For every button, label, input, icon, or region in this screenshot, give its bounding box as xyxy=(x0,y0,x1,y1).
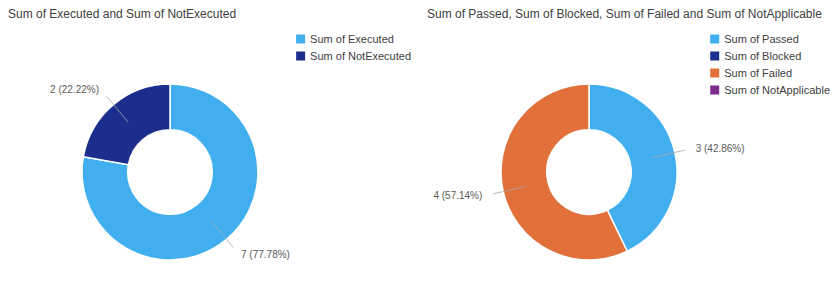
legend: Sum of Passed Sum of Blocked Sum of Failed… xyxy=(710,33,830,96)
legend-item: Sum of Failed xyxy=(710,67,792,79)
donut xyxy=(82,84,258,260)
data-label: 2 (22.22%) xyxy=(50,84,99,95)
legend-swatch xyxy=(710,52,719,61)
legend: Sum of Executed Sum of NotExecuted xyxy=(296,33,411,62)
chart-title: Sum of Executed and Sum of NotExecuted xyxy=(8,7,236,21)
data-labels: 3 (42.86%) 4 (57.14%) xyxy=(433,143,744,202)
legend-label: Sum of Failed xyxy=(724,67,792,79)
donut xyxy=(501,84,677,260)
data-label: 7 (77.78%) xyxy=(241,249,290,260)
leader-line xyxy=(107,96,128,122)
legend-swatch xyxy=(710,69,719,78)
leader-line xyxy=(493,186,526,193)
legend-item: Sum of Passed xyxy=(710,33,799,45)
legend-swatch xyxy=(710,86,719,95)
legend-swatch xyxy=(296,52,305,61)
legend-swatch xyxy=(296,35,305,44)
data-label: 3 (42.86%) xyxy=(696,143,745,154)
legend-label: Sum of Passed xyxy=(724,33,799,45)
legend-label: Sum of Executed xyxy=(310,33,394,45)
slice xyxy=(501,84,627,260)
legend-label: Sum of Blocked xyxy=(724,50,801,62)
leader-line xyxy=(652,150,685,157)
legend-item: Sum of Executed xyxy=(296,33,394,45)
legend-label: Sum of NotExecuted xyxy=(310,50,411,62)
slice xyxy=(82,84,258,260)
legend-swatch xyxy=(710,35,719,44)
legend-item: Sum of NotApplicable xyxy=(710,84,830,96)
legend-item: Sum of NotExecuted xyxy=(296,50,411,62)
data-label: 4 (57.14%) xyxy=(433,190,482,201)
panel: Sum of Executed and Sum of NotExecuted 7 … xyxy=(8,7,411,260)
slice xyxy=(83,84,170,165)
leader-line xyxy=(212,222,233,248)
chart-title: Sum of Passed, Sum of Blocked, Sum of Fa… xyxy=(427,7,822,21)
panel: Sum of Passed, Sum of Blocked, Sum of Fa… xyxy=(427,7,830,260)
chart-root: Sum of Executed and Sum of NotExecuted 7 … xyxy=(0,0,838,307)
data-labels: 7 (77.78%) 2 (22.22%) xyxy=(50,84,290,259)
legend-label: Sum of NotApplicable xyxy=(724,84,830,96)
legend-item: Sum of Blocked xyxy=(710,50,801,62)
